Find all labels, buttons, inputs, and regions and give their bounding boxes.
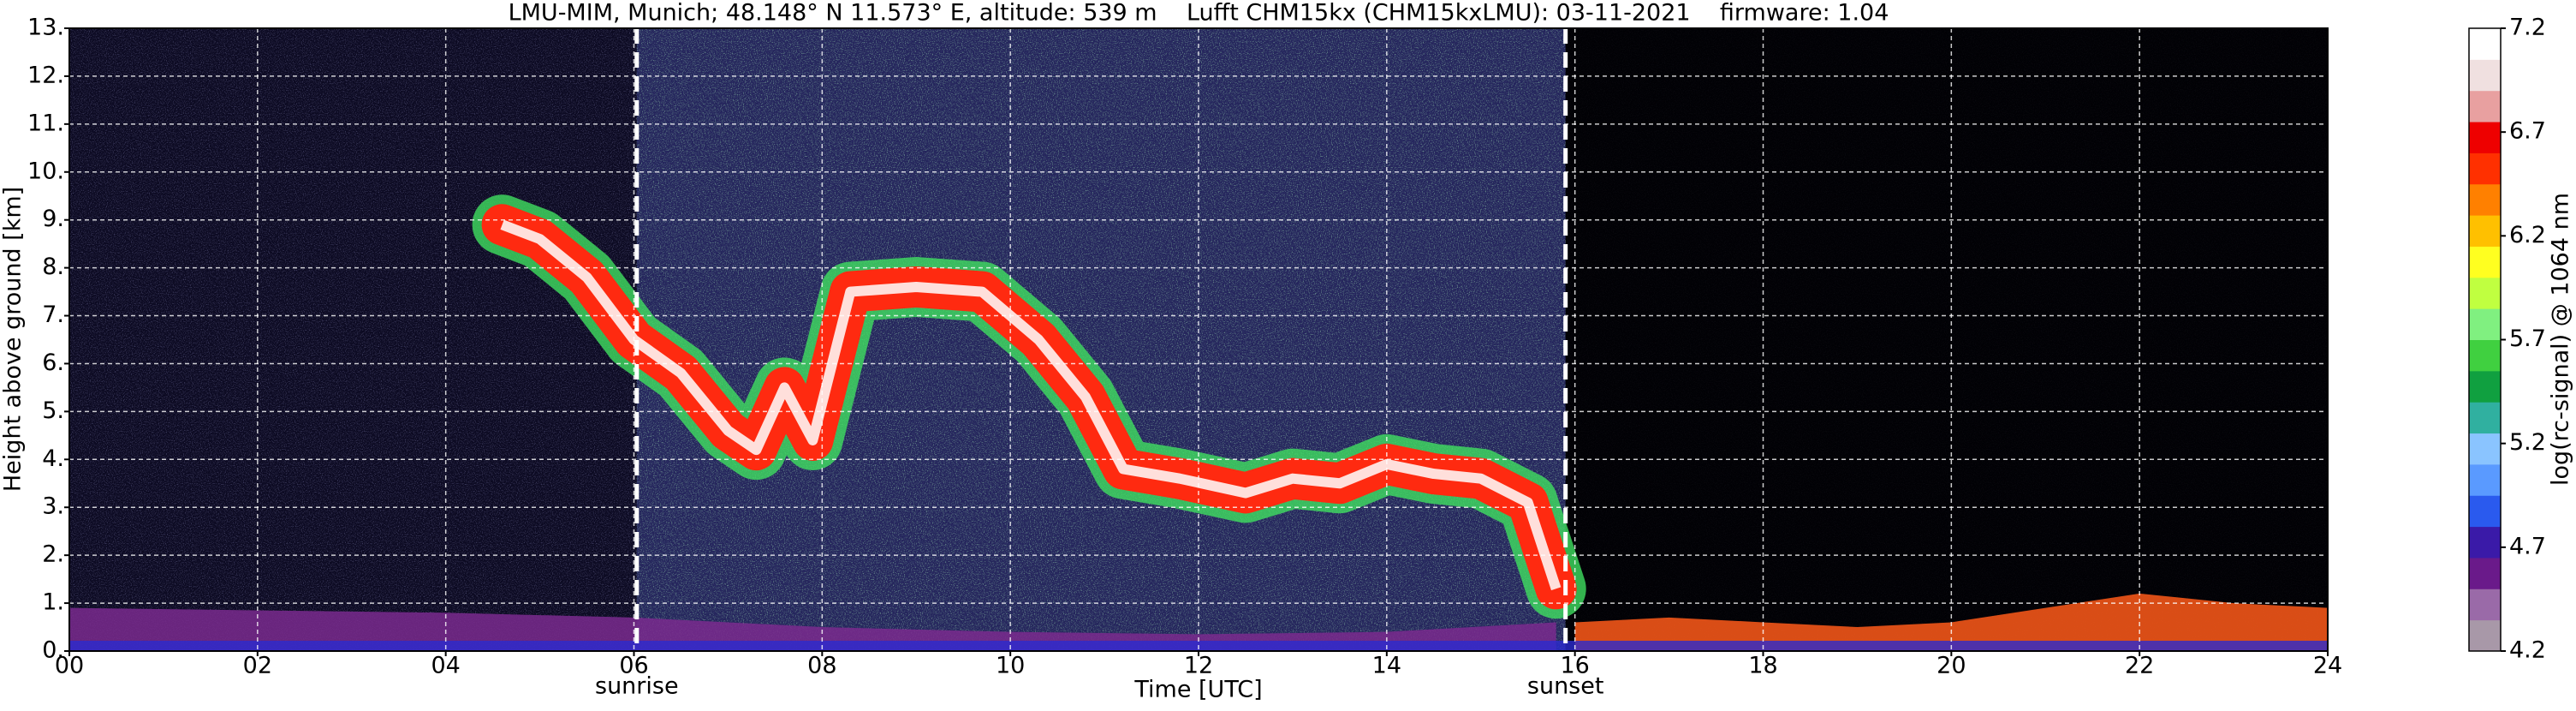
y-tick-label: 3. [42,493,64,520]
y-tick-label: 12. [27,62,64,88]
colorbar-swatch [2469,215,2501,247]
annotation-label: sunset [1527,673,1604,700]
colorbar-swatch [2469,152,2501,185]
x-axis-label: Time [UTC] [1133,677,1262,703]
y-tick-label: 10. [27,158,64,184]
x-tick-label: 06 [619,653,648,679]
x-tick-label: 18 [1748,653,1777,679]
colorbar-swatch [2469,59,2501,92]
y-tick-label: 13. [27,15,64,41]
y-tick-label: 11. [27,110,64,136]
x-tick-label: 02 [243,653,272,679]
y-tick-label: 1. [42,589,64,616]
colorbar-tick-label: 6.7 [2509,118,2546,145]
colorbar-tick-label: 5.7 [2509,326,2546,352]
y-tick-label: 4. [42,445,64,472]
colorbar-tick-label: 6.2 [2509,222,2546,248]
colorbar-swatch [2469,526,2501,559]
x-tick-label: 12 [1184,653,1213,679]
x-tick-label: 16 [1560,653,1589,679]
x-tick-label: 20 [1936,653,1966,679]
colorbar-swatch [2469,308,2501,340]
colorbar-swatch [2469,619,2501,652]
x-tick-label: 10 [996,653,1025,679]
colorbar-swatch [2469,246,2501,278]
colorbar-swatch [2469,90,2501,122]
annotation-label: sunrise [595,673,679,700]
y-tick-label: 2. [42,541,64,568]
colorbar-swatch [2469,557,2501,589]
colorbar-swatch [2469,495,2501,528]
colorbar-swatch [2469,463,2501,496]
x-tick-label: 00 [55,653,84,679]
colorbar-swatch [2469,28,2501,60]
boundary-layer [69,607,1556,651]
y-tick-label: 6. [42,350,64,376]
y-tick-label: 0. [42,637,64,664]
colorbar-tick-label: 5.2 [2509,429,2546,456]
x-tick-label: 08 [807,653,836,679]
colorbar-swatch [2469,122,2501,153]
colorbar-tick-label: 4.7 [2509,533,2546,559]
x-tick-label: 04 [431,653,460,679]
x-tick-label: 22 [2125,653,2154,679]
x-tick-label: 14 [1372,653,1401,679]
y-tick-label: 9. [42,206,64,232]
plot-frame [68,27,2329,652]
colorbar-swatch [2469,589,2501,621]
colorbar-tick-label: 4.2 [2509,637,2546,664]
y-tick-label: 5. [42,397,64,424]
daytime-noise [636,28,1566,651]
colorbar-label: log(rc-signal) @ 1064 nm [2548,193,2574,486]
y-tick-label: 7. [42,302,64,328]
colorbar-swatch [2469,339,2501,372]
colorbar-swatch [2469,402,2501,434]
night-dark [1565,28,2328,651]
colorbar-swatch [2469,433,2501,465]
y-tick-label: 8. [42,254,64,280]
y-axis-label: Height above ground [km] [0,187,27,492]
chart-title: LMU-MIM, Munich; 48.148° N 11.573° E, al… [509,0,1889,27]
colorbar-swatch [2469,277,2501,309]
colorbar-swatch [2469,183,2501,216]
x-tick-label: 24 [2313,653,2342,679]
colorbar-tick-label: 7.2 [2509,15,2546,41]
colorbar-swatch [2469,370,2501,403]
